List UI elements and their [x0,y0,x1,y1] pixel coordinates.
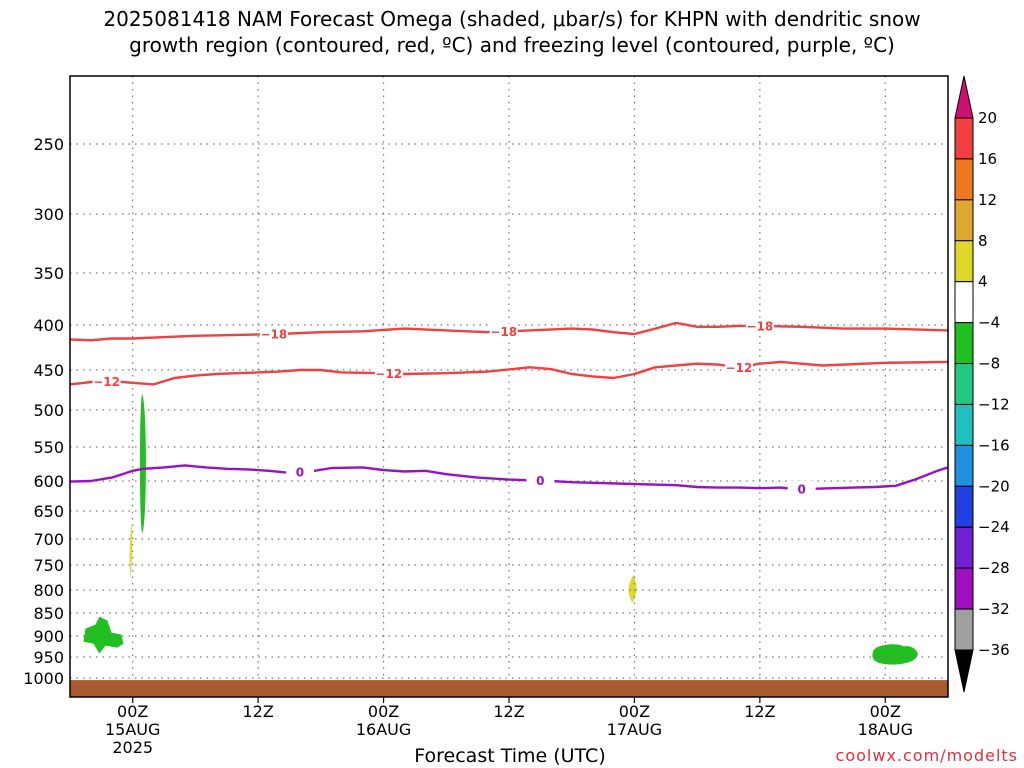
pressure-tick-label: 650 [33,502,64,521]
colorbar-swatch [954,485,974,528]
colorbar-label: 12 [978,191,997,209]
time-tick-label: 00Z [117,702,148,721]
colorbar-swatch [954,240,974,283]
omega-shaded-region [83,616,124,654]
pressure-axis: 250 300 350 400 450 500 550 600 650 700 750 800 850 9… [23,135,64,688]
colorbar: 20 16 12 8 4 −4 −8 −12 −16 −20 −24 −28 −32 −36 [954,75,1010,693]
contour-label-bg [526,472,555,489]
colorbar-swatch [954,199,974,242]
colorbar-swatch [954,403,974,446]
pressure-tick-label: 850 [33,604,64,623]
contour-label-bg [374,365,403,382]
colorbar-bottom-arrow [954,649,974,693]
colorbar-swatch [954,281,974,324]
colorbar-label: −28 [978,559,1010,577]
contour-label-bg [724,359,753,376]
colorbar-swatch [954,322,974,365]
colorbar-swatch [954,363,974,405]
pressure-tick-label: 800 [33,581,64,600]
grid-lines [70,76,948,697]
colorbar-swatch [954,158,974,201]
colorbar-label: 16 [978,150,997,168]
colorbar-label: −24 [978,518,1010,536]
omega-shading [83,394,918,665]
plot-frame [69,75,949,698]
colorbar-swatch [954,117,974,160]
colorbar-label: −8 [978,355,1000,373]
contour-label: −12 [726,361,753,375]
pressure-tick-label: 750 [33,556,64,575]
pressure-tick-label: 950 [33,648,64,667]
contour-label-bg [745,317,774,334]
contour-line [69,464,949,490]
pressure-tick-label: 500 [33,401,64,420]
year-tick-label: 2025 [112,738,153,757]
colorbar-swatch [954,526,974,569]
terrain-fill [70,680,948,697]
colorbar-label: −16 [978,436,1010,454]
colorbar-label: 4 [978,273,988,291]
date-tick-label: 18AUG [858,720,913,739]
time-tick-label: 12Z [744,702,775,721]
pressure-tick-label: 400 [33,316,64,335]
time-tick-label: 00Z [368,702,399,721]
colorbar-swatch [954,567,974,610]
colorbar-label: −36 [978,641,1010,659]
time-tick-label: 12Z [493,702,524,721]
contour-label: 0 [536,474,544,488]
colorbar-label: −4 [978,314,1000,332]
source-credit: coolwx.com/modelts [835,746,1018,765]
terrain-band [70,680,948,697]
title-line-2: growth region (contoured, red, ºC) and f… [129,33,895,57]
contour-label: 0 [296,466,304,480]
pressure-tick-label: 700 [33,530,64,549]
contour-label: −12 [375,367,402,381]
contour-label-bg [285,464,314,481]
colorbar-label: −20 [978,477,1010,495]
date-tick-label: 16AUG [356,720,411,739]
pressure-tick-label: 350 [33,264,64,283]
pressure-tick-label: 300 [33,205,64,224]
pressure-tick-label: 250 [33,135,64,154]
colorbar-label: 8 [978,232,988,250]
time-tick-label: 12Z [242,702,273,721]
colorbar-label: −12 [978,395,1010,413]
omega-shaded-region [628,575,637,603]
contour-label: −18 [490,325,517,339]
colorbar-label: −32 [978,600,1010,618]
time-tick-label: 00Z [870,702,901,721]
colorbar-swatch [954,608,974,651]
contour-label-bg [787,480,816,497]
contour-label-bg [259,326,288,343]
omega-shaded-region [129,522,133,579]
date-tick-label: 15AUG [105,720,160,739]
date-tick-label: 17AUG [607,720,662,739]
pressure-tick-label: 600 [33,472,64,491]
title-line-1: 2025081418 NAM Forecast Omega (shaded, μ… [103,7,921,31]
chart-title: 2025081418 NAM Forecast Omega (shaded, μ… [0,6,1024,58]
omega-shaded-region [872,644,918,665]
pressure-tick-label: 900 [33,627,64,646]
colorbar-top-arrow [954,75,974,119]
temperature-contours: −18 −18 −18 −12 −12 −12 0 0 0 [69,317,949,497]
colorbar-swatch [954,444,974,487]
contour-label-bg [489,323,518,340]
contour-line [69,360,949,386]
x-axis-title: Forecast Time (UTC) [414,745,606,767]
pressure-tick-label: 550 [33,438,64,457]
omega-shaded-region [139,394,146,534]
pressure-tick-label: 1000 [23,669,64,688]
contour-label: −18 [746,319,773,333]
pressure-tick-label: 450 [33,361,64,380]
time-tick-label: 00Z [619,702,650,721]
contour-label-bg [92,373,121,390]
colorbar-label: 20 [978,109,997,127]
contour-label: −12 [93,375,120,389]
contour-label: 0 [797,482,805,496]
contour-label: −18 [260,328,287,342]
